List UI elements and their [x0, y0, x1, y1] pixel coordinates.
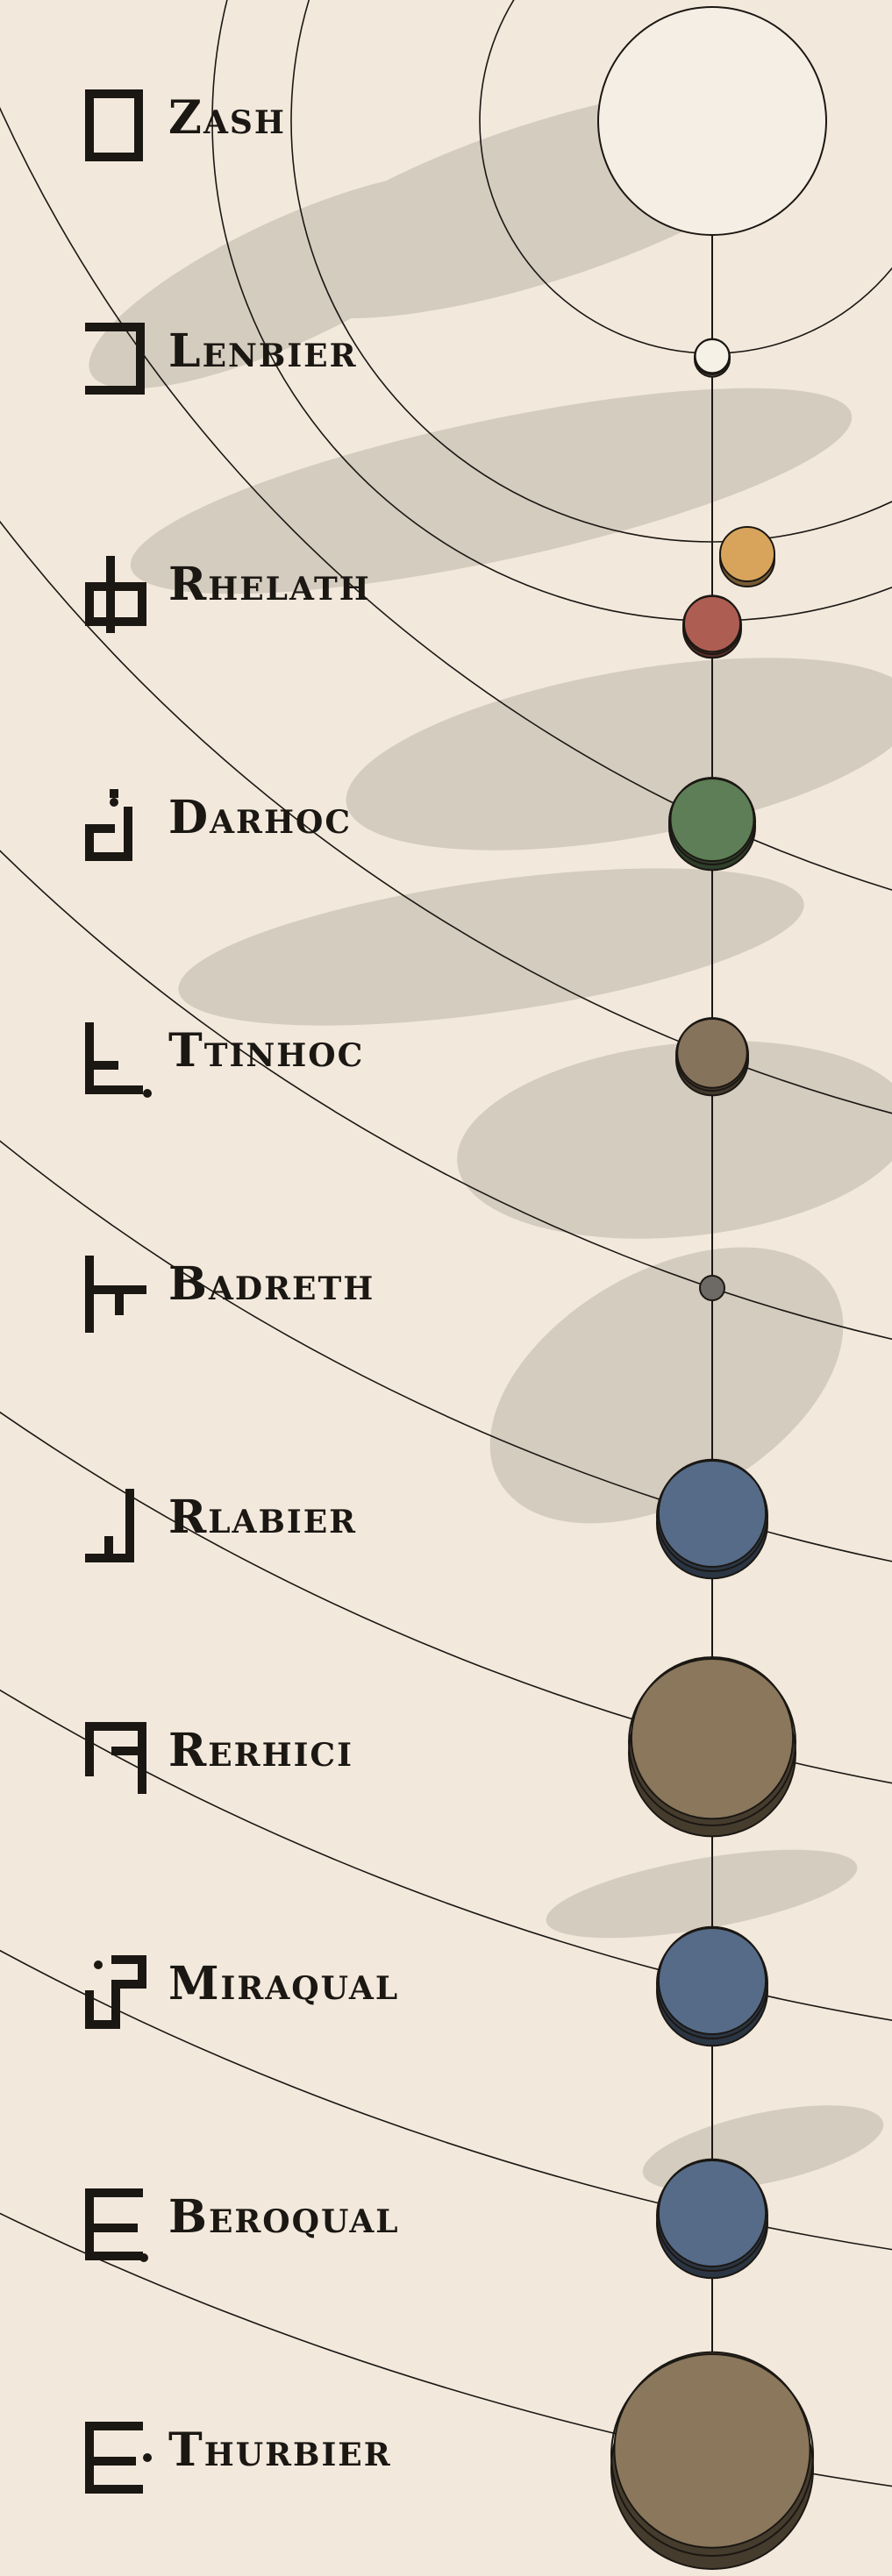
- planet-rhelath: [682, 526, 775, 659]
- label-rerhici: Rerhici: [168, 1724, 353, 1777]
- label-rlabier: Rlabier: [168, 1491, 358, 1544]
- nebula-haze: [89, 84, 892, 2191]
- beroqual-glyph-icon: [85, 2188, 148, 2262]
- planet-body: [657, 2158, 767, 2267]
- planet-beroqual: [656, 2158, 768, 2280]
- planet-rerhici: [628, 1656, 796, 1838]
- label-ttinhoc: Ttinhoc: [168, 1024, 365, 1078]
- darhoc-glyph-icon: [85, 789, 132, 861]
- rerhici-glyph-icon: [85, 1722, 146, 1794]
- label-miraqual: Miraqual: [168, 1957, 400, 2010]
- label-thurbier: Thurbier: [168, 2423, 392, 2477]
- planet-body: [630, 1656, 795, 1820]
- planet-rlabier: [656, 1458, 768, 1580]
- planet-ttinhoc: [675, 1017, 749, 1097]
- planet-miraqual: [656, 1925, 768, 2047]
- rlabier-glyph-icon: [85, 1489, 134, 1562]
- label-badreth: Badreth: [168, 1257, 375, 1311]
- label-lenbier: Lenbier: [168, 324, 358, 378]
- label-rhelath: Rhelath: [168, 558, 371, 611]
- planet-darhoc: [668, 777, 756, 872]
- label-darhoc: Darhoc: [168, 791, 352, 844]
- ttinhoc-glyph-icon: [85, 1022, 152, 1098]
- sun-body: [597, 6, 827, 236]
- rhelath-glyph-icon: [85, 556, 146, 633]
- miraqual-glyph-icon: [85, 1955, 146, 2029]
- planet-badreth: [699, 1275, 725, 1301]
- badreth-glyph-icon: [85, 1256, 146, 1333]
- lenbier-glyph-icon: [85, 323, 145, 395]
- label-beroqual: Beroqual: [168, 2190, 400, 2244]
- moon-body: [719, 526, 775, 582]
- zash-glyph-icon: [85, 89, 143, 161]
- thurbier-glyph-icon: [85, 2422, 152, 2494]
- planet-body: [657, 1458, 767, 1568]
- planet-body: [657, 1925, 767, 2035]
- label-zash: Zash: [168, 91, 286, 145]
- planet-body: [699, 1275, 725, 1301]
- planet-thurbier: [610, 2351, 814, 2570]
- planet-body: [613, 2351, 811, 2549]
- planet-lenbier: [694, 338, 731, 378]
